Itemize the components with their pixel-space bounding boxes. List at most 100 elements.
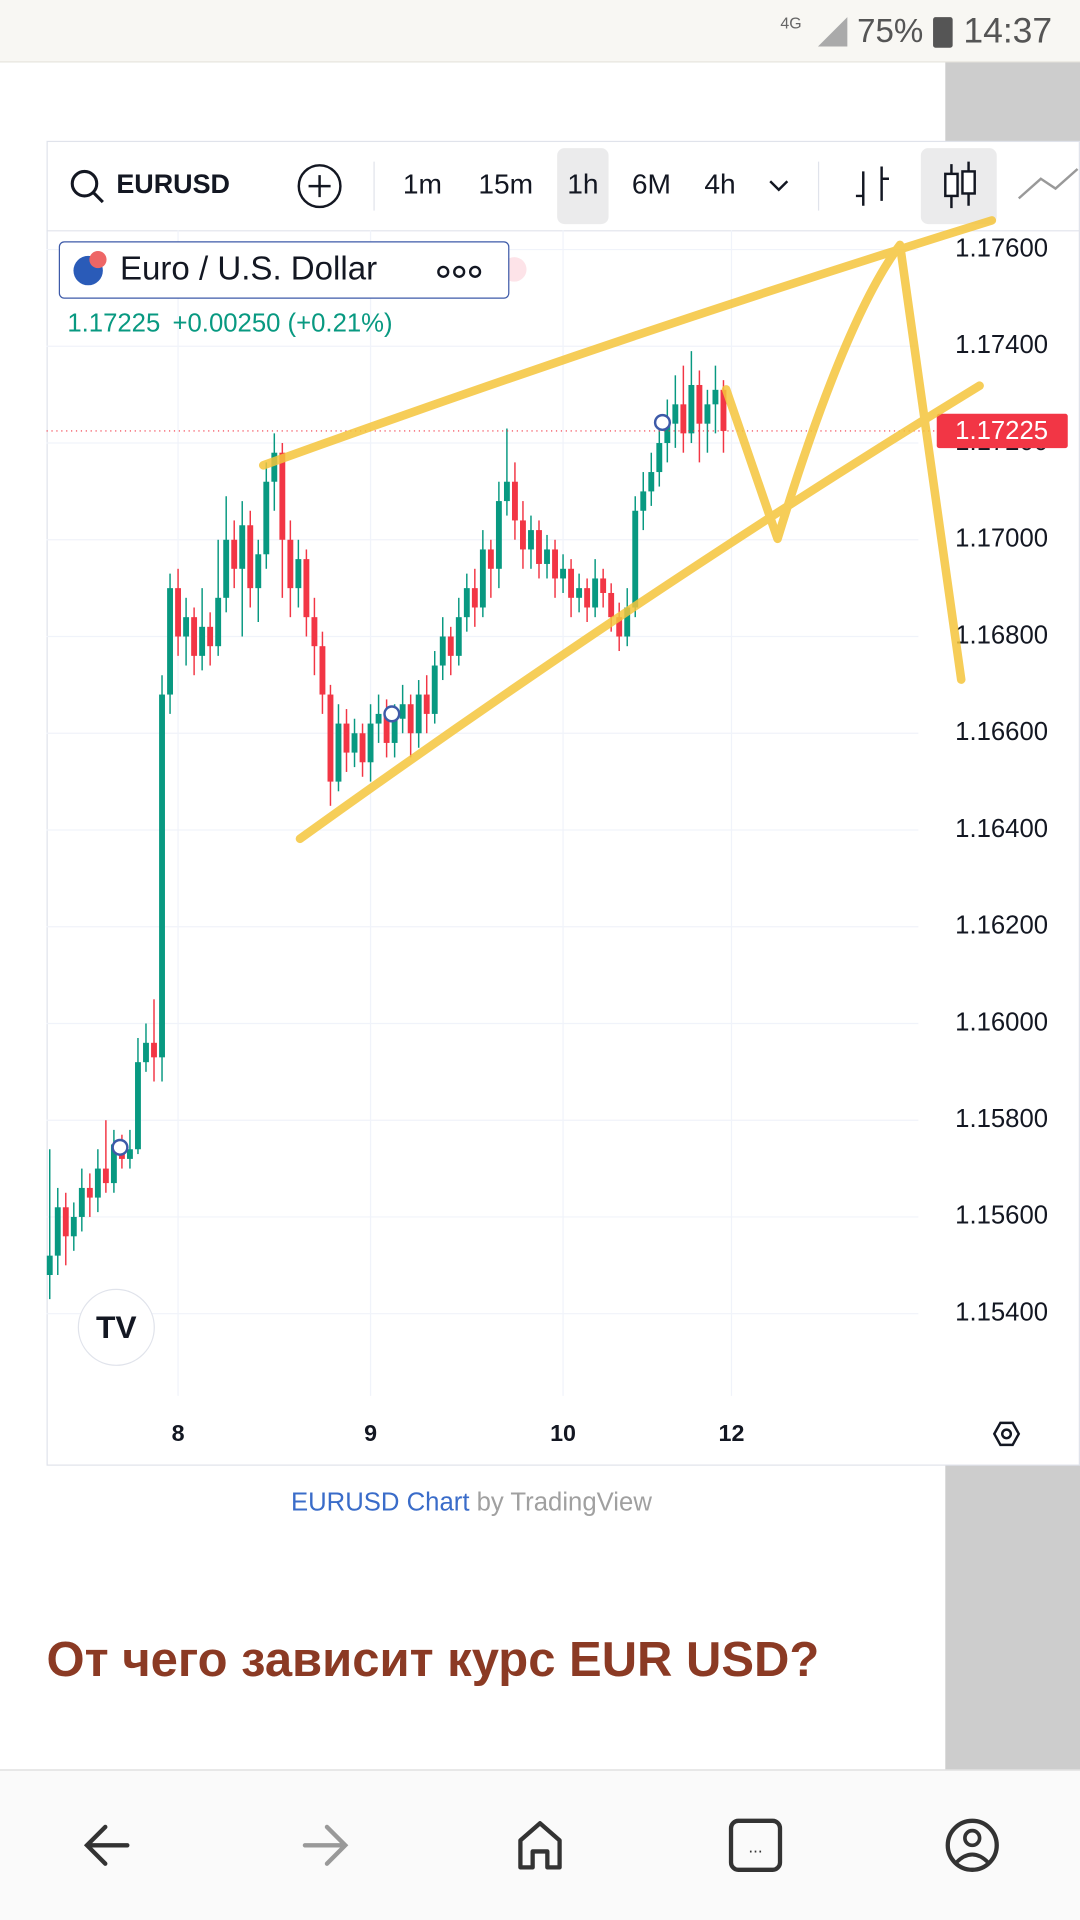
candle-body	[704, 404, 711, 424]
legend-box	[58, 241, 510, 299]
y-tick-label: 1.16800	[955, 621, 1048, 649]
candle-body	[560, 568, 566, 579]
trend-line-lower	[295, 381, 984, 844]
candle-body	[319, 646, 326, 695]
candle-body	[536, 530, 542, 564]
legend-price: 1.17225	[67, 309, 160, 337]
candle-body	[656, 443, 663, 473]
candle-body	[520, 520, 526, 550]
candle-body	[528, 530, 534, 550]
y-tick-label: 1.17400	[955, 331, 1048, 359]
tabs-dots: ...	[748, 1836, 762, 1856]
last-price-tag	[936, 413, 1068, 449]
x-tick-label: 8	[172, 1420, 185, 1446]
candle-body	[215, 597, 222, 647]
y-tick-label: 1.15400	[955, 1298, 1048, 1326]
candle-body	[720, 389, 727, 431]
back-button[interactable]	[83, 1824, 130, 1866]
tv-logo-mark: TV	[96, 1309, 137, 1345]
search-icon[interactable]	[70, 169, 99, 198]
interval[interactable]: 1h	[567, 169, 598, 200]
profile-head	[963, 1828, 982, 1848]
candle-body	[327, 694, 334, 782]
section-heading: От чего зависит курс EUR USD?	[47, 1633, 820, 1687]
candle-body	[568, 568, 575, 598]
candle-body	[511, 481, 518, 521]
interval[interactable]: 4h	[704, 169, 735, 200]
candle-body	[287, 539, 294, 589]
status-bar	[0, 0, 1080, 62]
candle-body	[552, 549, 558, 579]
forward-button[interactable]	[302, 1824, 349, 1866]
x-tick-label: 9	[364, 1420, 377, 1446]
compare-button[interactable]	[297, 164, 342, 209]
legend-more[interactable]	[437, 265, 482, 278]
event-markers	[111, 413, 672, 1156]
x-tick-label: 12	[719, 1420, 745, 1446]
profile-button[interactable]	[945, 1818, 999, 1872]
candle-body	[239, 525, 246, 569]
y-tick-label: 1.15800	[955, 1105, 1048, 1133]
compare-plus	[308, 175, 331, 198]
interval[interactable]: 15m	[478, 169, 533, 200]
y-tick-label: 1.16000	[955, 1008, 1048, 1036]
candle-body	[632, 510, 639, 608]
y-tick-label: 1.16400	[955, 815, 1048, 843]
candle-body	[487, 549, 494, 569]
candle-body	[343, 723, 350, 753]
candle-body	[672, 404, 679, 424]
candle-body	[608, 592, 615, 618]
area-icon[interactable]	[1017, 168, 1079, 200]
candle-body	[592, 578, 599, 608]
symbol-flag-us	[89, 251, 107, 269]
tv-logo[interactable]	[77, 1288, 155, 1366]
candle-body	[495, 501, 502, 569]
candle-body	[279, 452, 286, 540]
candle-body	[600, 578, 607, 593]
profile-body	[955, 1852, 990, 1864]
caption-link[interactable]: EURUSD Chart	[291, 1488, 470, 1516]
interval[interactable]: 1m	[403, 169, 442, 200]
candle-body	[616, 617, 623, 637]
candle-body	[311, 617, 318, 647]
candle-body	[143, 1042, 149, 1063]
caption: EURUSD Chart by TradingView	[291, 1488, 652, 1516]
candle-body	[503, 481, 510, 502]
candle-body	[431, 665, 438, 714]
candle-body	[399, 704, 406, 719]
candles-icon-body	[944, 172, 959, 198]
bars-icon[interactable]	[855, 166, 889, 206]
candle-body	[46, 1255, 53, 1275]
clock: 14:37	[963, 10, 1052, 50]
y-tick-label: 1.17600	[955, 234, 1048, 262]
settings-icon[interactable]	[992, 1421, 1021, 1447]
candle-body	[375, 713, 382, 724]
candle-body	[351, 733, 358, 753]
tabs-button[interactable]	[728, 1818, 783, 1872]
candle-body	[407, 704, 414, 734]
candle-body	[439, 636, 446, 666]
candle-body	[167, 588, 173, 695]
x-tick-label: 10	[550, 1420, 576, 1446]
interval-group: 1m 15m 1h 6M 4h	[403, 148, 736, 225]
symbol[interactable]: EURUSD	[116, 169, 230, 199]
candle-body	[102, 1168, 109, 1184]
interval[interactable]: 6M	[632, 169, 671, 200]
candle-body	[127, 1149, 133, 1159]
candle-body	[263, 481, 270, 555]
settings-icon-center	[1001, 1428, 1013, 1440]
y-tick-label: 1.17000	[955, 525, 1048, 553]
home-button[interactable]	[518, 1821, 562, 1870]
candle-body	[159, 694, 165, 1058]
network: 4G	[780, 16, 801, 33]
candle-body	[367, 723, 374, 763]
plot: 1.15400 1.15600 1.15800 1.16000 1.16200 1.164…	[46, 230, 1068, 1446]
candle-body	[471, 588, 478, 608]
candle-body	[183, 617, 190, 637]
candle-body	[391, 718, 398, 743]
y-tick-label: 1.15600	[955, 1202, 1048, 1230]
interval-menu[interactable]	[769, 180, 789, 192]
